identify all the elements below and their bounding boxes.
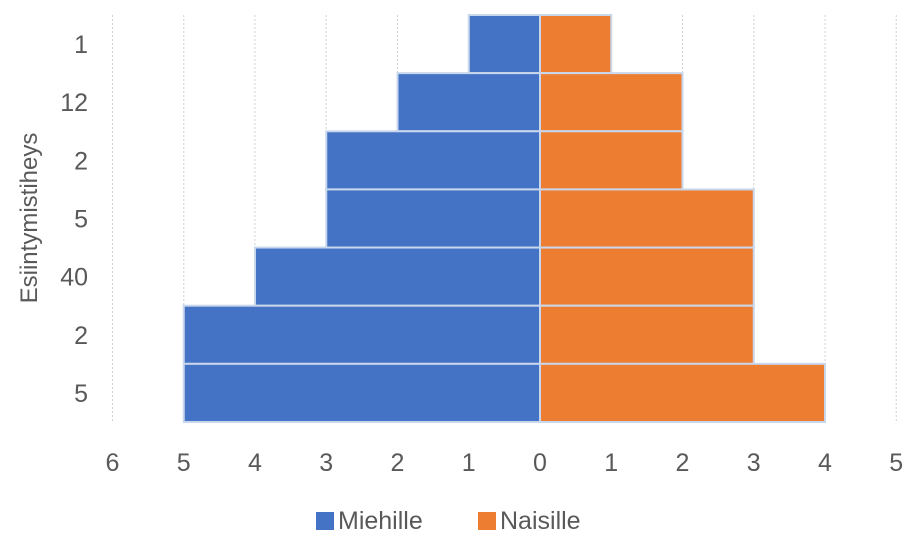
y-category-label: 5 <box>74 380 88 408</box>
x-axis-ticks: 6 5 4 3 2 1 0 1 2 3 4 5 <box>106 449 904 477</box>
x-tick-label: 1 <box>462 449 476 477</box>
legend-swatch <box>478 512 496 530</box>
x-tick-label: 2 <box>676 449 690 477</box>
x-tick-label: 1 <box>604 449 618 477</box>
legend-label: Miehille <box>338 507 423 533</box>
x-tick-label: 6 <box>106 449 120 477</box>
y-axis-categories: 1 12 2 5 40 2 5 <box>60 31 88 408</box>
legend: Miehille Naisille <box>316 507 581 533</box>
legend-swatch <box>316 512 334 530</box>
bar-naisille <box>539 14 613 75</box>
x-tick-label: 4 <box>248 449 262 477</box>
legend-label: Naisille <box>500 507 581 533</box>
bar-naisille <box>539 188 755 249</box>
bar-naisille <box>539 130 684 191</box>
bar-miehille <box>182 362 541 423</box>
y-category-label: 5 <box>74 205 88 233</box>
y-axis-label: Esiintymistiheys <box>16 133 43 304</box>
bar-miehille <box>325 188 541 249</box>
bar-naisille <box>539 304 755 365</box>
x-tick-label: 2 <box>391 449 405 477</box>
y-category-label: 12 <box>60 89 88 117</box>
bar-miehille <box>254 246 541 307</box>
x-tick-label: 0 <box>533 449 547 477</box>
bar-naisille <box>539 362 826 423</box>
x-tick-label: 3 <box>319 449 333 477</box>
bar-miehille <box>396 72 541 133</box>
x-tick-label: 5 <box>889 449 903 477</box>
x-tick-label: 5 <box>177 449 191 477</box>
bar-naisille <box>539 72 684 133</box>
bar-miehille <box>325 130 541 191</box>
y-category-label: 2 <box>74 322 88 350</box>
bars <box>182 14 826 423</box>
bar-miehille <box>182 304 541 365</box>
bar-naisille <box>539 246 755 307</box>
y-category-label: 40 <box>60 264 88 292</box>
y-category-label: 2 <box>74 147 88 175</box>
x-tick-label: 4 <box>818 449 832 477</box>
bar-miehille <box>467 14 541 75</box>
x-tick-label: 3 <box>747 449 761 477</box>
y-category-label: 1 <box>74 31 88 59</box>
